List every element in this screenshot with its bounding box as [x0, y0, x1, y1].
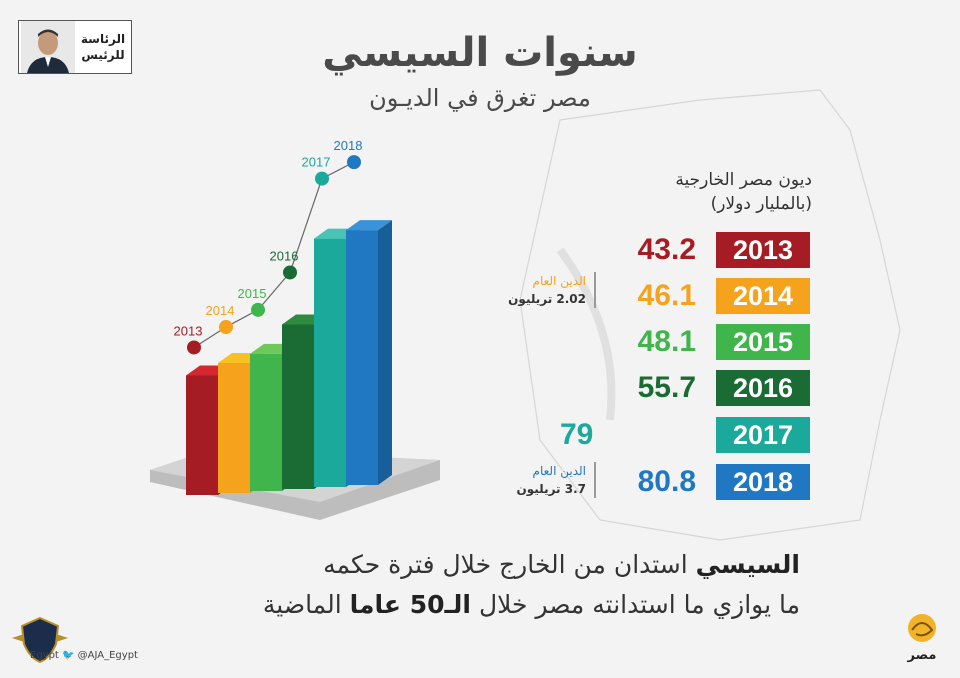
- debt-value-2013: 43.2: [637, 233, 696, 266]
- statement-line1-rest: استدان من الخارج خلال فترة حكمه: [323, 550, 688, 579]
- year-box-2017: 2017: [716, 417, 810, 453]
- page-title: سنوات السيسي: [322, 30, 638, 76]
- trend-point-2014: [219, 320, 233, 335]
- year-box-2018: 2018: [716, 464, 810, 500]
- debt-value-2016: 55.7: [637, 371, 696, 404]
- bar-front-2017: [314, 238, 346, 487]
- trend-year-label-2013: 2013: [174, 323, 203, 338]
- bar-front-2015: [250, 353, 282, 491]
- note-2018-line2: 3.7 تريليون: [516, 482, 586, 496]
- trend-point-2015: [251, 302, 265, 317]
- president-portrait: [21, 21, 75, 73]
- public-debt-note-2014: الدين العام 2.02 تريليون: [486, 272, 596, 308]
- trend-year-label-2018: 2018: [334, 138, 363, 153]
- aljazeera-calligraphy-icon: [908, 614, 936, 642]
- badge-line2: للرئيس: [81, 48, 125, 62]
- badge-line1: الرئاسة: [80, 32, 126, 46]
- year-box-2016: 2016: [716, 370, 810, 406]
- bar-front-2013: [186, 375, 218, 495]
- debt-value-2017: 79: [560, 418, 594, 451]
- year-box-2015: 2015: [716, 324, 810, 360]
- table-heading-line2: (بالمليار دولار): [710, 194, 812, 214]
- statement-line2-part1: ما يوازي ما استدانته مصر خلال: [478, 590, 800, 619]
- debt-value-2014: 46.1: [637, 279, 696, 312]
- presidency-badge: الرئاسة للرئيس: [18, 20, 132, 74]
- statement-line1: السيسي استدان من الخارج خلال فترة حكمه: [140, 550, 800, 579]
- logo-label: مصر: [907, 648, 937, 663]
- public-debt-note-2018: الدين العام 3.7 تريليون: [486, 462, 596, 498]
- bar-side-2018: [378, 220, 392, 485]
- trend-point-2013: [187, 340, 201, 355]
- year-box-2013: 2013: [716, 232, 810, 268]
- statement-line2-part2: الماضية: [262, 590, 342, 619]
- trend-year-label-2014: 2014: [206, 303, 235, 318]
- trend-year-label-2015: 2015: [238, 286, 267, 301]
- bar-2018: [346, 220, 392, 485]
- debt-value-2015: 48.1: [637, 325, 696, 358]
- bar-top-2018: [346, 220, 392, 231]
- year-box-2014: 2014: [716, 278, 810, 314]
- aljazeera-logo: مصر: [898, 610, 946, 663]
- page-subtitle: مصر تغرق في الديـون: [369, 84, 591, 112]
- bar-front-2016: [282, 324, 314, 489]
- bar-front-2014: [218, 363, 250, 493]
- statement-line2: ما يوازي ما استدانته مصر خلال الـ50 عاما…: [140, 590, 800, 619]
- trend-point-2016: [283, 265, 297, 280]
- bar-front-2018: [346, 230, 378, 485]
- forum-emblem-icon: [12, 616, 68, 664]
- note-2014-line1: الدين العام: [532, 274, 586, 288]
- trend-year-label-2017: 2017: [302, 155, 331, 170]
- table-heading-line1: ديون مصر الخارجية: [675, 170, 812, 190]
- table-heading: ديون مصر الخارجية (بالمليار دولار): [675, 168, 812, 216]
- statement-line2-bold: الـ50 عاما: [349, 590, 472, 619]
- trend-point-2018: [347, 155, 361, 170]
- note-2014-line2: 2.02 تريليون: [508, 292, 586, 306]
- trend-year-label-2016: 2016: [270, 248, 299, 263]
- statement-bold-name: السيسي: [695, 550, 800, 579]
- trend-point-2017: [315, 171, 329, 186]
- note-2018-line1: الدين العام: [532, 464, 586, 478]
- debt-value-2018: 80.8: [637, 465, 696, 498]
- footer-handles: Egypt 🐦 @AJA_Egypt: [30, 650, 138, 661]
